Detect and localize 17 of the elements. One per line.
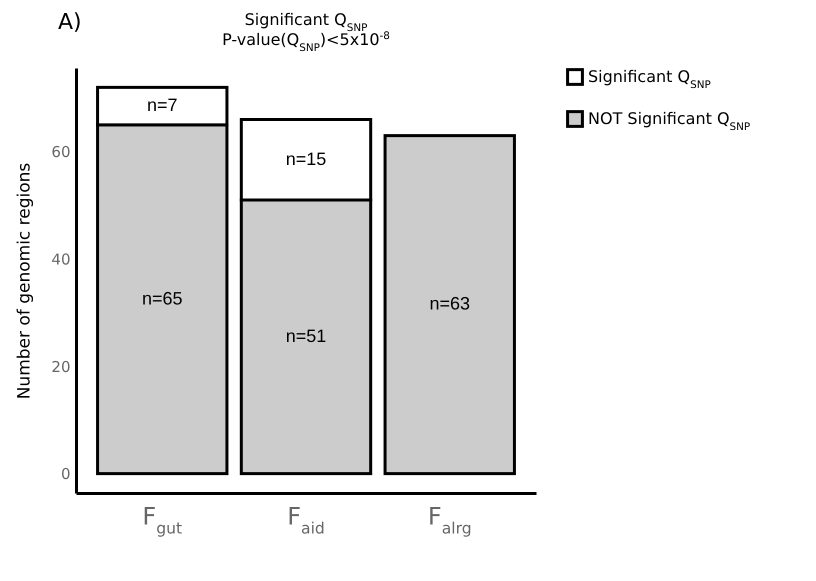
y-axis-title: Number of genomic regions <box>14 162 34 400</box>
x-tick-label: F$_{aid}$ <box>287 502 325 538</box>
y-tick-label: 20 <box>51 358 70 376</box>
x-tick-label: F$_{alrg}$ <box>428 502 472 538</box>
data-label: n=63 <box>429 294 470 314</box>
data-label: n=7 <box>146 95 178 116</box>
text: A) <box>58 10 82 35</box>
legend-label: Significant Q$_{SNP}$ <box>588 67 711 91</box>
data-label: n=51 <box>286 326 326 346</box>
y-tick-label: 60 <box>51 143 70 162</box>
bar <box>384 134 516 476</box>
y-tick-label: 0 <box>60 465 70 484</box>
data-label: n=15 <box>286 148 326 169</box>
data-label: n=65 <box>142 288 183 308</box>
y-tick-label: 40 <box>51 250 70 269</box>
legend-label: NOT Significant Q$_{SNP}$ <box>588 109 750 133</box>
x-tick-label: F$_{gut}$ <box>142 502 182 538</box>
